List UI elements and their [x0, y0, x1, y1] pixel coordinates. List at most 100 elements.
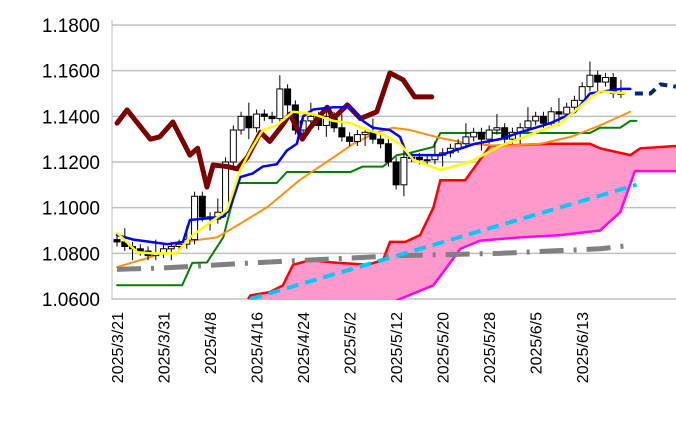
candle-body: [485, 129, 493, 140]
candle-body: [532, 115, 540, 122]
candle-body: [601, 77, 609, 83]
x-tick-label: 2025/4/24: [296, 312, 313, 383]
x-axis: 2025/3/21 2025/3/31 2025/4/8 2025/4/16 2025/…: [110, 312, 592, 383]
y-axis: 1.0600 1.0800 1.1000 1.1200 1.1400 1.1600 1.18…: [42, 16, 100, 311]
x-tick-label: 2025/6/5: [529, 312, 546, 374]
cloud-fill: [248, 143, 676, 300]
candle-body: [284, 88, 292, 106]
candle-body: [136, 248, 144, 252]
candle: [609, 72, 617, 99]
kijun-line: [116, 119, 638, 287]
candle-body: [167, 245, 175, 250]
candle-body: [400, 156, 408, 186]
candle: [338, 114, 346, 142]
x-tick-label: 2025/5/28: [482, 312, 499, 383]
candle: [253, 109, 261, 133]
candle: [113, 235, 121, 247]
candle: [601, 72, 609, 87]
candle-body: [276, 88, 284, 120]
y-tick-label: 1.1800: [42, 16, 100, 37]
y-tick-label: 1.0800: [42, 244, 100, 265]
candle: [439, 148, 447, 167]
candle-body: [524, 120, 532, 129]
x-tick-label: 2025/5/2: [343, 312, 360, 374]
candle-body: [594, 74, 602, 83]
candle: [524, 107, 532, 133]
candle: [136, 244, 144, 256]
candle: [361, 127, 369, 147]
senkou-span-a-line: [247, 142, 676, 300]
candle-body: [191, 195, 199, 241]
candle: [477, 127, 485, 151]
y-tick-label: 1.1600: [42, 62, 100, 83]
y-tick-label: 1.0600: [42, 290, 100, 311]
y-tick-label: 1.1200: [42, 153, 100, 174]
candle-body: [493, 127, 501, 131]
candle: [268, 111, 276, 124]
candle: [462, 123, 470, 149]
plot-area: [113, 61, 676, 300]
candle: [400, 143, 408, 197]
candle-body: [198, 195, 206, 218]
moving-average-short-line: [115, 89, 627, 255]
candle-body: [322, 115, 330, 126]
x-tick-label: 2025/3/21: [110, 312, 127, 383]
candle: [493, 114, 501, 135]
candle: [377, 134, 385, 149]
candle-body: [415, 156, 423, 161]
candle-body: [237, 115, 245, 131]
candle: [353, 130, 361, 147]
candle-body: [353, 134, 361, 142]
candle-body: [586, 74, 594, 88]
candle-body: [245, 115, 253, 129]
y-tick-label: 1.1400: [42, 107, 100, 128]
candle: [586, 61, 594, 92]
candle-body: [423, 159, 431, 162]
x-tick-label: 2025/4/8: [203, 312, 220, 374]
candle: [501, 123, 509, 144]
x-tick-label: 2025/5/12: [389, 312, 406, 383]
candle: [384, 139, 392, 167]
candle-body: [384, 143, 392, 163]
candle-body: [477, 131, 485, 140]
candle-body: [539, 115, 547, 124]
candle: [160, 244, 168, 258]
candle: [284, 84, 292, 117]
candle-body: [307, 115, 315, 122]
x-tick-label: 2025/3/31: [157, 312, 174, 383]
candle: [532, 111, 540, 126]
y-tick-label: 1.1000: [42, 199, 100, 220]
candle-body: [501, 127, 509, 140]
tenkan-line: [115, 87, 632, 246]
candle-body: [462, 136, 470, 145]
candle: [237, 111, 245, 135]
candle-body: [361, 131, 369, 136]
candle: [470, 127, 478, 142]
candle: [229, 125, 237, 167]
x-tick-label: 2025/5/20: [436, 312, 453, 383]
candle-body: [470, 131, 478, 138]
senkou-span-b-line: [394, 169, 676, 300]
candle: [570, 95, 578, 112]
candle: [578, 82, 586, 105]
candle-body: [338, 127, 346, 138]
candle-body: [392, 161, 400, 186]
candle: [423, 155, 431, 165]
candle: [346, 132, 354, 147]
candle: [594, 70, 602, 94]
candle-body: [260, 113, 268, 117]
chikou-line: [114, 70, 435, 190]
candle-body: [570, 99, 578, 108]
forecast-line: [634, 82, 676, 96]
candle-body: [113, 239, 121, 243]
candle-body: [578, 86, 586, 101]
candle: [198, 191, 206, 222]
gridlines: [112, 24, 676, 300]
candle-body: [253, 113, 261, 129]
candle-body: [377, 138, 385, 145]
x-tick-label: 2025/4/16: [250, 312, 267, 383]
candle: [322, 111, 330, 137]
trend-line-line: [249, 182, 638, 300]
candle: [245, 102, 253, 140]
